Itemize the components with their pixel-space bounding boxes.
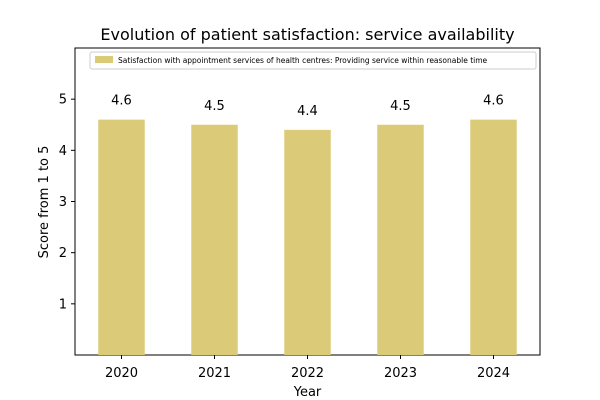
legend: Satisfaction with appointment services o… [89, 51, 537, 70]
y-tick-label-2: 2 [59, 246, 67, 261]
x-axis-label: Year [293, 385, 322, 400]
x-tick-label-2020: 2020 [105, 366, 138, 381]
y-tick-label-1: 1 [59, 297, 67, 312]
y-tick-label-5: 5 [59, 93, 67, 108]
bar-2021 [191, 124, 238, 355]
x-tick-label-2021: 2021 [198, 366, 231, 381]
x-tick-label-2022: 2022 [291, 366, 324, 381]
data-label-2024: 4.6 [483, 94, 504, 109]
y-axis-label: Score from 1 to 5 [37, 146, 52, 259]
bars-group [98, 119, 517, 355]
x-axis: 2020 2021 2022 2023 2024 [105, 355, 510, 381]
x-tick-label-2024: 2024 [477, 366, 510, 381]
bar-2022 [284, 129, 331, 355]
y-axis: 1 2 3 4 5 [59, 93, 75, 312]
data-label-2020: 4.6 [111, 94, 132, 109]
bar-2023 [377, 124, 424, 355]
data-label-2023: 4.5 [390, 99, 411, 114]
bar-2024 [470, 119, 517, 355]
data-label-2022: 4.4 [297, 104, 318, 119]
y-tick-label-4: 4 [59, 144, 67, 159]
legend-swatch [95, 56, 113, 63]
data-labels-group: 4.6 4.5 4.4 4.5 4.6 [111, 94, 504, 119]
data-label-2021: 4.5 [204, 99, 225, 114]
legend-label: Satisfaction with appointment services o… [118, 56, 488, 65]
bar-2020 [98, 119, 145, 355]
chart-title: Evolution of patient satisfaction: servi… [100, 25, 514, 44]
y-tick-label-3: 3 [59, 195, 67, 210]
legend-box [89, 51, 537, 70]
x-tick-label-2023: 2023 [384, 366, 417, 381]
